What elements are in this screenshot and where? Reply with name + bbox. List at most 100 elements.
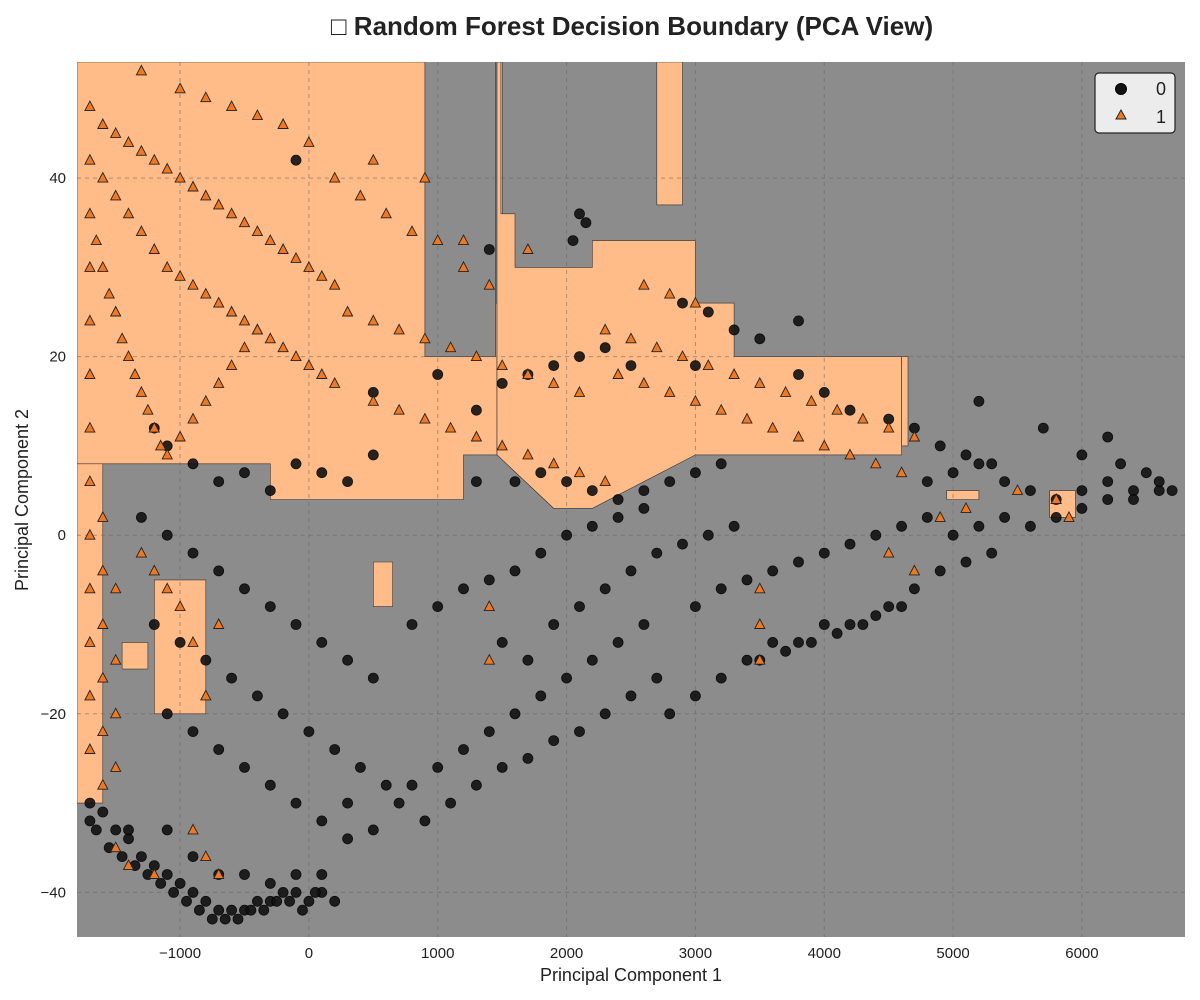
class-0-point — [509, 565, 521, 577]
class-0-point — [239, 762, 250, 773]
class-1-point — [328, 171, 341, 183]
class-0-point — [213, 904, 225, 916]
class-0-point — [574, 726, 585, 737]
class-0-point — [754, 333, 766, 345]
class-0-point — [219, 913, 231, 925]
class-0-point — [432, 762, 444, 773]
class-1-point — [754, 582, 766, 594]
class-1-point — [741, 412, 753, 424]
class-0-point — [767, 565, 779, 577]
class-0-point — [986, 458, 998, 470]
class-0-point — [599, 342, 611, 354]
legend: 0 1 — [1094, 72, 1176, 134]
class-0-point — [316, 637, 328, 648]
class-0-point — [367, 449, 379, 461]
class-0-point — [690, 360, 701, 372]
class-1-point — [341, 305, 354, 317]
class-1-point — [264, 234, 277, 246]
class-0-point — [483, 574, 495, 586]
class-0-point — [290, 887, 302, 898]
class-1-point — [754, 653, 766, 665]
class-0-point — [206, 913, 218, 925]
class-0-point — [651, 547, 663, 559]
class-1-point — [97, 510, 109, 522]
class-0-point — [193, 904, 205, 916]
class-0-point — [690, 690, 701, 702]
class-1-point — [483, 278, 496, 290]
class-0-point — [818, 386, 830, 398]
class-1-point — [200, 189, 212, 201]
x-tick-label: 6000 — [1065, 945, 1098, 962]
class-1-region — [901, 356, 909, 447]
class-1-point — [148, 243, 161, 254]
class-0-point — [715, 458, 727, 470]
class-1-point — [1050, 493, 1062, 504]
class-0-point — [870, 610, 882, 621]
class-1-point — [135, 64, 148, 76]
class-0-point — [844, 538, 856, 550]
class-1-point — [84, 475, 96, 487]
class-0-point — [483, 244, 495, 255]
class-1-point — [238, 216, 251, 228]
class-0-point — [793, 637, 804, 648]
class-0-point — [1037, 422, 1049, 434]
class-1-point — [135, 225, 148, 237]
y-tick-label: 20 — [49, 349, 66, 366]
class-1-point — [174, 430, 186, 442]
class-1-point — [625, 332, 637, 344]
y-axis-label: Principal Component 2 — [12, 409, 32, 591]
class-0-point — [161, 869, 173, 880]
class-1-point — [651, 341, 663, 353]
class-0-point — [123, 824, 134, 836]
class-0-point — [896, 601, 907, 612]
class-0-point — [316, 815, 328, 827]
class-0-point — [574, 351, 585, 363]
class-1-point — [174, 600, 186, 612]
class-0-point — [239, 869, 250, 880]
class-1-point — [161, 582, 173, 594]
class-1-point — [97, 171, 109, 183]
class-1-point — [109, 582, 122, 594]
class-0-point — [458, 744, 469, 755]
class-1-point — [290, 350, 302, 362]
class-1-point — [109, 189, 122, 201]
class-0-point — [567, 235, 579, 247]
y-tick-label: −20 — [41, 706, 66, 723]
class-1-point — [122, 859, 135, 871]
class-1-point — [251, 323, 264, 335]
class-0-point — [934, 565, 946, 577]
class-1-point — [960, 501, 972, 513]
class-0-point — [580, 217, 592, 229]
class-0-point — [155, 878, 167, 889]
class-1-region — [656, 62, 683, 206]
legend-box — [1094, 72, 1176, 134]
class-1-point — [84, 743, 96, 754]
class-0-point — [702, 306, 714, 318]
class-0-point — [290, 619, 302, 630]
class-0-point — [586, 520, 598, 532]
class-1-point — [908, 564, 921, 576]
class-1-point — [200, 91, 212, 103]
class-0-point — [483, 726, 495, 737]
class-0-point — [161, 824, 173, 836]
class-1-point — [135, 546, 148, 558]
class-0-point — [586, 654, 598, 666]
class-1-point — [251, 225, 264, 237]
class-0-point — [947, 529, 959, 541]
class-0-point — [574, 601, 585, 612]
class-1-point — [97, 618, 109, 629]
class-1-region — [77, 463, 104, 804]
class-1-point — [84, 314, 96, 326]
class-1-point — [689, 394, 702, 406]
class-0-point — [793, 315, 804, 327]
class-0-point — [187, 547, 199, 559]
class-0-point — [406, 779, 418, 791]
class-1-point — [148, 564, 161, 576]
class-0-point — [432, 369, 444, 380]
class-0-point — [342, 654, 354, 666]
class-0-point — [574, 208, 585, 220]
class-0-point — [470, 404, 482, 416]
class-1-point — [109, 653, 122, 665]
class-1-region — [372, 561, 394, 607]
